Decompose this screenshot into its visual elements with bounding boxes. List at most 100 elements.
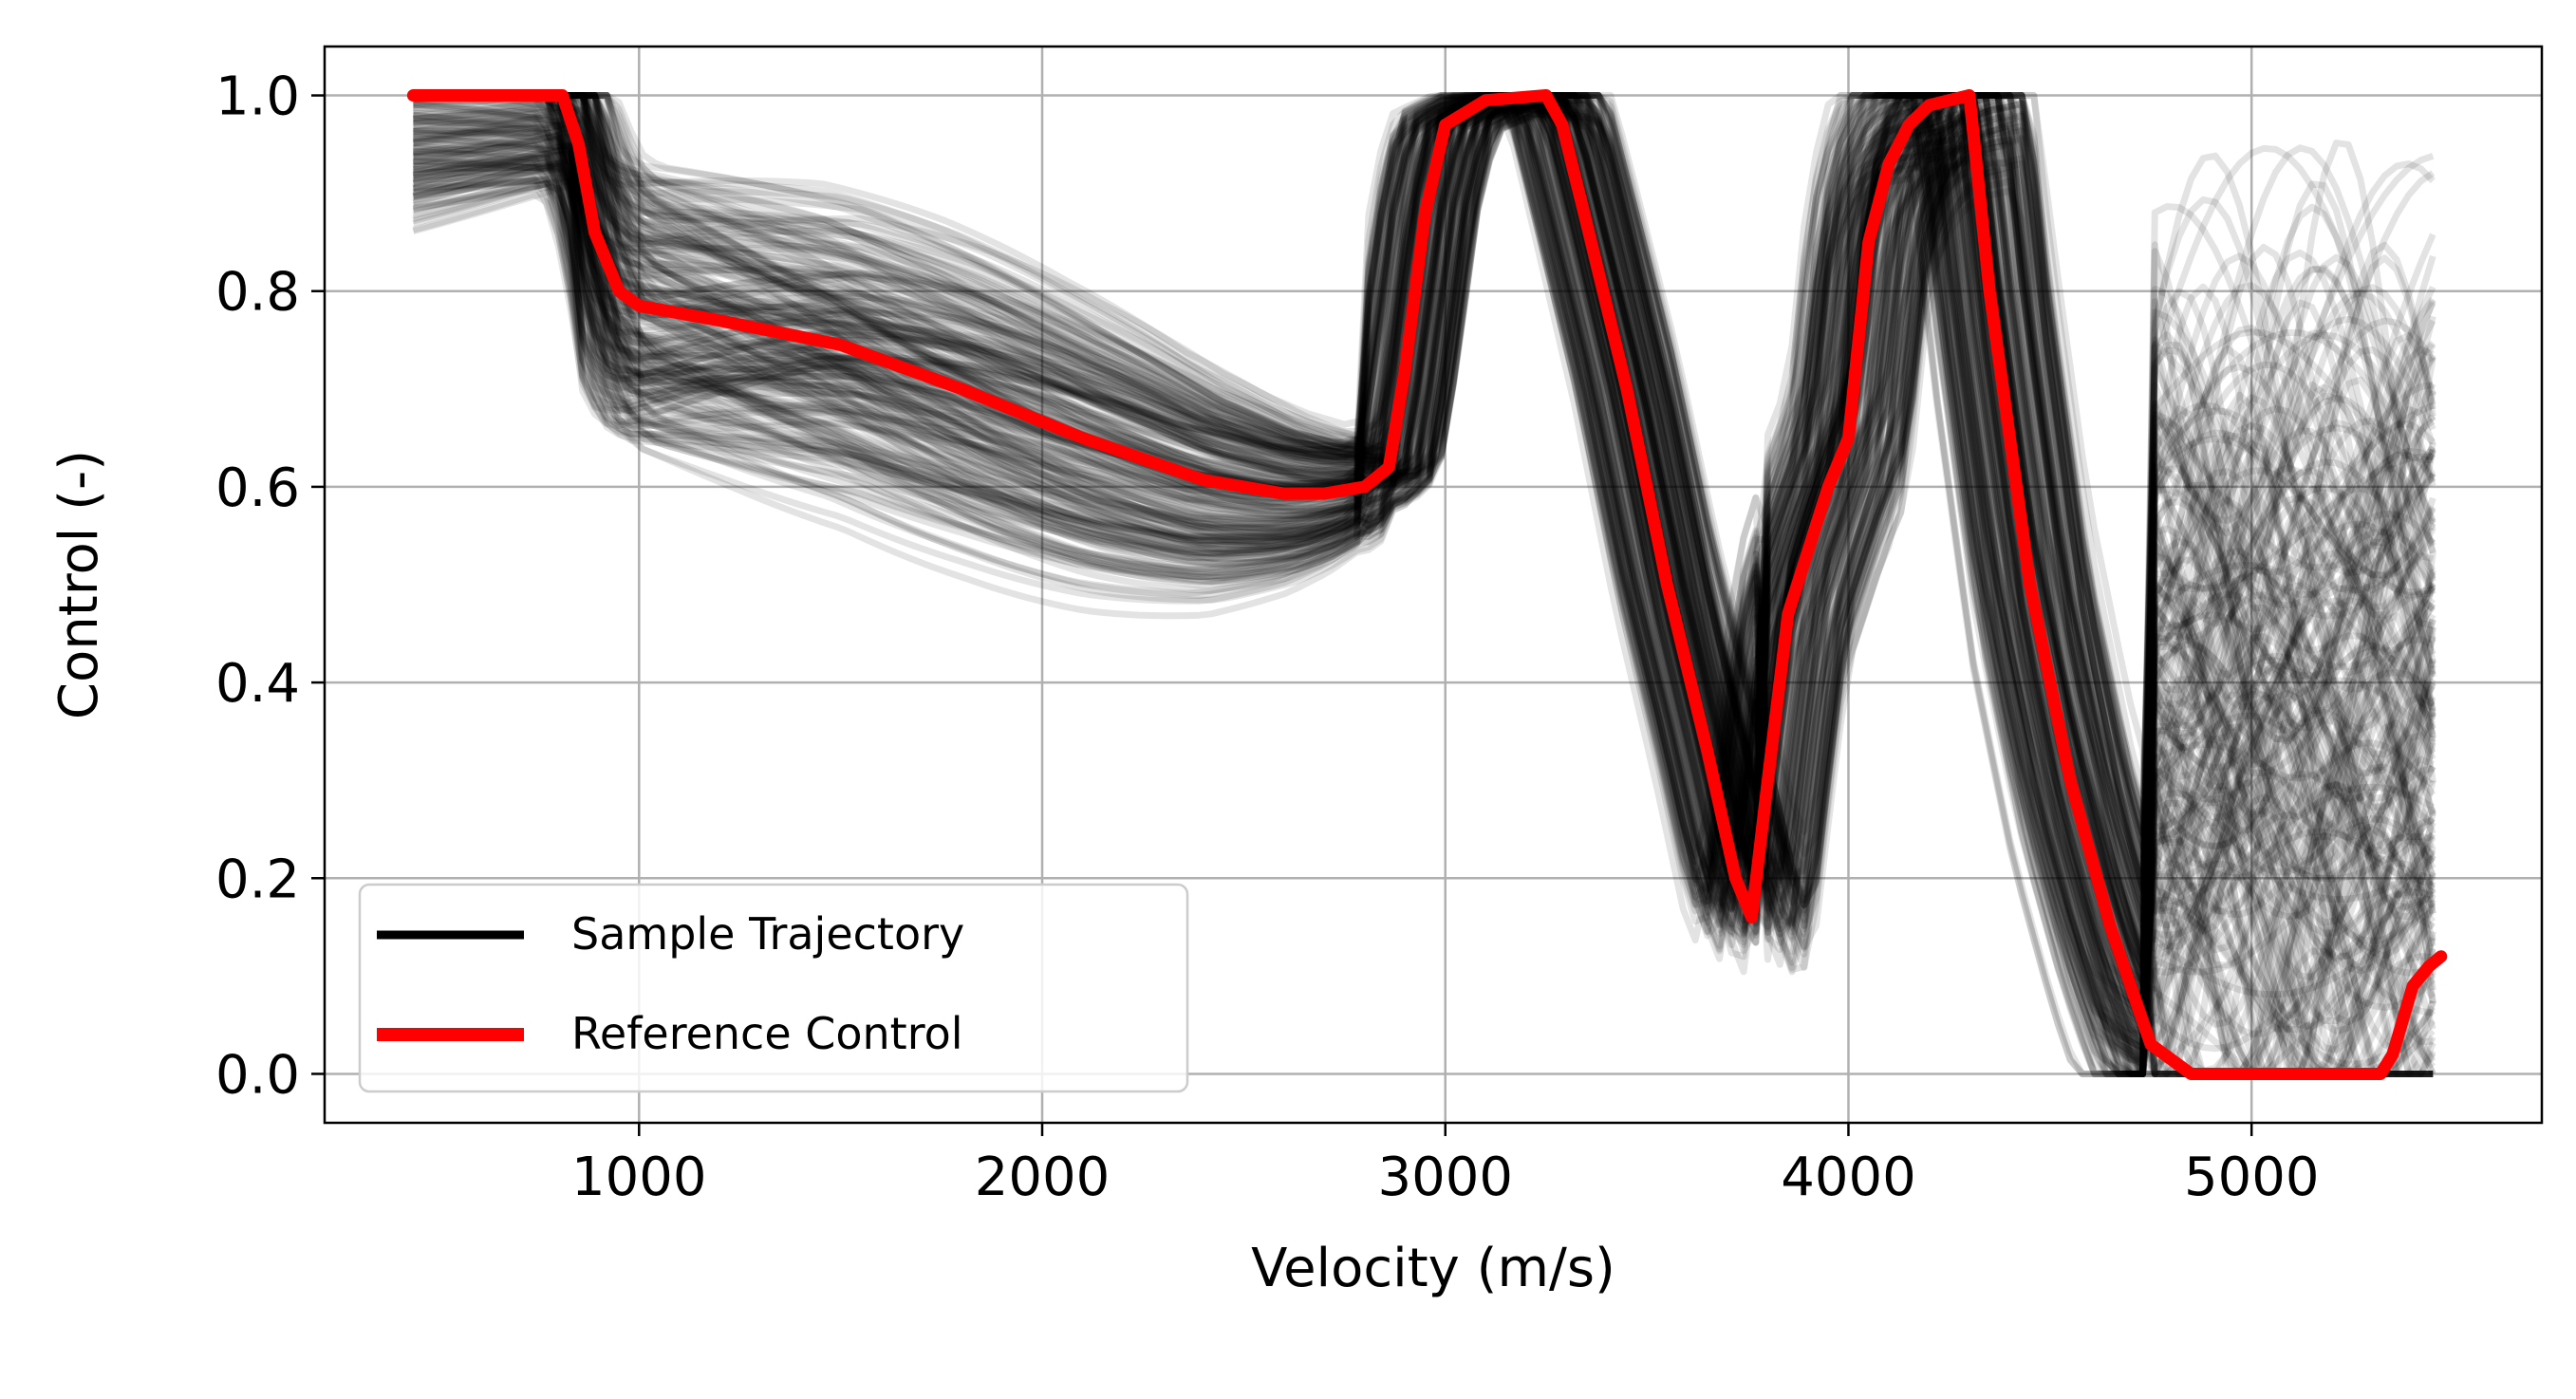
sample-trajectory-line [412,92,2436,913]
sample-trajectory-line [412,101,2436,1077]
sample-trajectory-line [413,92,2436,1054]
sample-trajectory-line [413,92,2436,969]
sample-trajectory-line [413,92,2436,1077]
sample-trajectory-line [413,92,2436,1077]
sample-trajectory-line [412,98,2436,1071]
sample-trajectory-line [413,92,2436,982]
sample-trajectory-line [413,92,2436,1077]
sample-trajectory-line [413,92,2436,1077]
sample-trajectory-line [412,93,2436,942]
sample-trajectory-line [413,92,2436,1012]
sample-trajectory-line [413,92,2436,960]
legend-box [358,883,1189,1093]
sample-trajectory-line [413,92,2436,962]
plot-frame [323,45,2544,1125]
sample-trajectory-line [413,92,2434,1077]
sample-trajectory-line [413,92,2436,1077]
sample-trajectory-line [412,99,2436,1065]
sample-trajectory-line [412,92,2436,975]
y-tick-label: 1.0 [215,66,300,128]
reference-control-layer [406,89,2448,1080]
sample-trajectory-line [413,92,2436,1033]
sample-trajectory-line [413,92,2436,974]
sample-trajectory-line [413,92,2436,924]
sample-trajectory-line [413,92,2436,1077]
sample-trajectory-line [413,92,2436,966]
sample-trajectory-line [413,92,2436,1054]
sample-trajectory-line [413,92,2436,1077]
sample-trajectory-line [412,95,2436,1077]
sample-trajectory-line [413,92,2436,1077]
y-tick-label: 0.8 [215,262,300,324]
sample-trajectory-line [413,92,2436,1077]
y-tick-label: 0.4 [215,653,300,715]
sample-trajectory-line [413,92,2436,1004]
x-tick-label: 2000 [975,1147,1111,1208]
sample-trajectory-line [413,92,2435,1077]
sample-trajectory-line [413,92,2434,1077]
sample-trajectory-line [413,92,2436,1058]
sample-trajectory-line [413,93,2436,1065]
sample-trajectory-line [413,92,2436,867]
sample-trajectory-line [413,92,2436,880]
sample-trajectory-line [413,92,2436,904]
sample-trajectory-line [413,92,2436,1077]
sample-trajectory-line [413,92,2435,1077]
sample-trajectory-line [413,92,2436,887]
sample-trajectory-line [413,92,2436,1077]
sample-trajectory-line [413,92,2436,981]
sample-trajectory-line [413,92,2436,939]
sample-trajectory-line [413,92,2436,896]
sample-trajectory-line [413,92,2436,1077]
sample-trajectory-line [413,92,2436,858]
sample-trajectory-line [413,92,2436,930]
sample-trajectory-line [413,92,2436,1077]
sample-trajectory-line [412,92,2436,894]
sample-trajectory-line [413,92,2436,1077]
sample-trajectory-line [413,92,2436,1077]
sample-trajectory-line [413,92,2436,956]
sample-trajectory-line [413,92,2436,908]
sample-trajectory-line [413,92,2436,1037]
sample-trajectory-line [413,92,2436,971]
sample-trajectory-line [413,92,2436,1024]
sample-trajectory-line [413,92,2436,962]
sample-trajectory-line [413,92,2436,1035]
sample-trajectory-line [412,95,2436,1052]
sample-trajectory-line [413,92,2436,1077]
sample-trajectory-line [413,92,2436,1077]
sample-trajectory-line [413,92,2436,953]
sample-trajectory-line [412,96,2434,1052]
sample-trajectory-line [412,92,2434,1077]
sample-trajectory-line [412,92,2436,1077]
sample-trajectory-line [413,92,2436,1077]
sample-trajectory-line [413,92,2436,1077]
sample-trajectory-line [412,92,2436,1061]
sample-trajectory-line [413,92,2435,1053]
sample-trajectory-line [413,92,2435,915]
y-tick-label: 0.2 [215,849,300,910]
sample-trajectories [412,92,2436,1077]
sample-trajectory-line [413,92,2434,1077]
sample-trajectory-line [413,92,2436,878]
sample-trajectory-line [413,92,2436,1054]
sample-trajectory-line [413,92,2436,1077]
sample-trajectory-line [413,92,2436,1077]
sample-trajectory-line [413,92,2436,1077]
legend-label-reference-control: Reference Control [571,1008,963,1059]
legend: Sample Trajectory Reference Control [358,883,1189,1093]
sample-trajectory-line [412,99,2434,1077]
sample-trajectory-line [413,92,2436,1077]
sample-trajectory-line [413,92,2436,1028]
x-tick-label: 4000 [1781,1147,1916,1208]
sample-trajectory-line [413,92,2436,1025]
sample-trajectory-line [413,92,2436,998]
sample-trajectory-line [413,92,2436,1076]
sample-trajectory-line [413,92,2434,1077]
sample-trajectory-line [413,93,2436,930]
sample-trajectory-line [412,92,2436,1053]
axis-ticks: 1000 2000 3000 4000 5000 0.0 0.2 0.4 0.6 0.8 1.0 [215,66,2320,1208]
sample-trajectory-line [413,92,2434,1077]
sample-trajectory-line [413,92,2435,1077]
